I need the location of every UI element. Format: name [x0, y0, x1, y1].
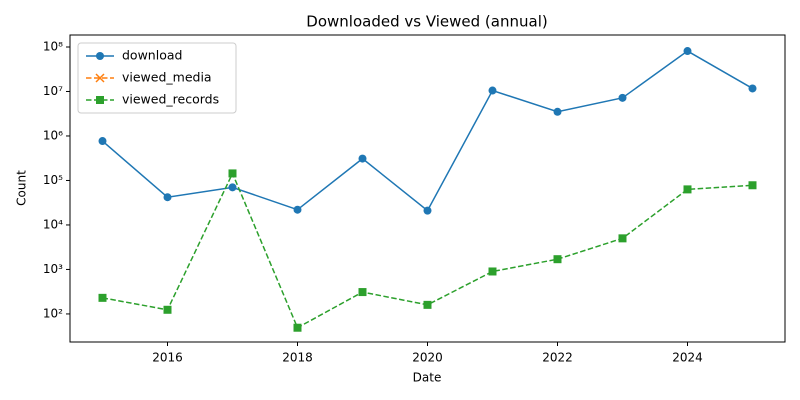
- marker: [618, 234, 627, 243]
- chart-title: Downloaded vs Viewed (annual): [306, 13, 547, 31]
- x-tick-label: 2020: [412, 351, 443, 365]
- x-tick-label: 2024: [672, 351, 703, 365]
- marker: [358, 288, 367, 297]
- marker: [488, 86, 497, 95]
- y-tick-label: 10⁴: [43, 217, 63, 231]
- marker: [98, 293, 107, 302]
- y-tick-label: 10⁵: [43, 173, 63, 187]
- y-axis-label: Count: [15, 170, 29, 206]
- marker: [683, 47, 692, 56]
- y-tick-label: 10⁷: [43, 84, 63, 98]
- x-axis-label: Date: [413, 371, 442, 385]
- legend: download viewed_media viewed_records: [77, 42, 237, 114]
- marker: [96, 96, 104, 104]
- marker: [488, 267, 497, 276]
- marker: [618, 93, 627, 102]
- marker: [293, 323, 302, 332]
- marker: [358, 154, 367, 163]
- marker: [423, 300, 432, 309]
- marker: [683, 185, 692, 194]
- marker: [95, 73, 105, 83]
- marker: [228, 183, 237, 192]
- legend-box: [77, 42, 237, 114]
- legend-label: download: [122, 48, 182, 63]
- marker: [423, 206, 432, 215]
- marker: [748, 181, 757, 190]
- y-tick-label: 10²: [43, 306, 63, 320]
- marker: [163, 193, 172, 202]
- marker: [96, 52, 104, 60]
- x-tick-label: 2018: [282, 351, 313, 365]
- y-tick-label: 10⁶: [43, 128, 63, 142]
- y-tick-label: 10⁸: [43, 39, 63, 53]
- marker: [553, 107, 562, 116]
- marker: [163, 305, 172, 314]
- x-tick-label: 2022: [542, 351, 573, 365]
- marker: [748, 84, 757, 93]
- marker: [553, 255, 562, 264]
- marker: [293, 205, 302, 214]
- plot-frame: [69, 34, 786, 343]
- x-tick-label: 2016: [152, 351, 183, 365]
- legend-label: viewed_media: [122, 70, 212, 85]
- marker: [98, 137, 107, 146]
- marker: [228, 169, 237, 178]
- legend-label: viewed_records: [122, 92, 219, 107]
- y-tick-label: 10³: [43, 262, 63, 276]
